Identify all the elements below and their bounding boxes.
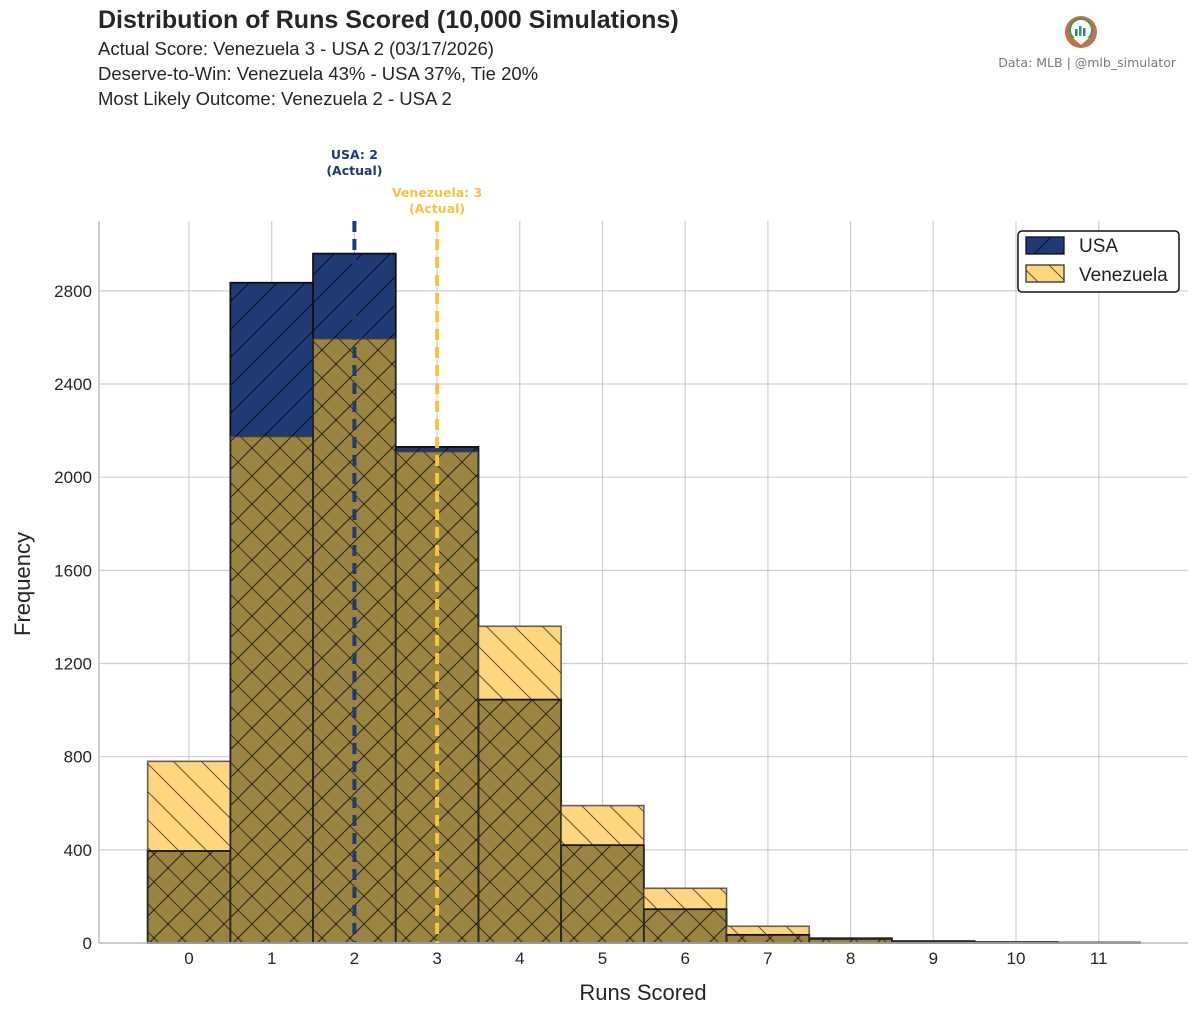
x-tick-label: 7 [763,949,772,968]
y-tick-label: 400 [64,841,92,860]
x-axis-label: Runs Scored [579,980,706,1005]
y-tick-label: 1200 [54,655,92,674]
bar-venezuela-hatch [891,941,975,943]
data-credit: Data: MLB | @mlb_simulator [998,55,1176,70]
x-tick-label: 3 [432,949,441,968]
x-tick-label: 11 [1090,949,1108,968]
legend-venezuela-swatch-hatch [1025,264,1065,283]
chart-title: Distribution of Runs Scored (10,000 Simu… [98,6,679,34]
x-tick-label: 4 [515,949,524,968]
y-tick-label: 2400 [54,375,92,394]
bar-venezuela-hatch [230,436,314,943]
x-tick-label: 1 [267,949,276,968]
x-tick-label: 5 [598,949,607,968]
y-tick-label: 0 [83,934,92,953]
y-axis-label: Frequency [10,532,35,636]
x-tick-label: 0 [184,949,193,968]
legend-venezuela-label: Venezuela [1079,265,1168,286]
actual-venezuela-label-sub: (Actual) [409,201,465,216]
bar-venezuela-hatch [643,888,727,943]
bar-venezuela-hatch [147,761,231,943]
legend-usa-label: USA [1079,236,1118,257]
actual-score-line: Actual Score: Venezuela 3 - USA 2 (03/17… [98,38,494,59]
actual-usa-label-sub: (Actual) [326,163,382,178]
bar-venezuela-hatch [561,805,644,943]
most-likely-outcome-line: Most Likely Outcome: Venezuela 2 - USA 2 [98,88,452,109]
y-tick-label: 800 [64,748,92,767]
x-tick-label: 10 [1007,949,1026,968]
legend: USA Venezuela [1017,230,1180,293]
bar-venezuela-hatch [478,626,562,943]
actual-usa-label: USA: 2 [331,147,378,162]
x-tick-label: 6 [680,949,689,968]
y-tick-label: 1600 [54,561,92,580]
legend-usa-swatch-hatch [1025,236,1065,255]
x-tick-label: 2 [350,949,359,968]
x-tick-label: 8 [846,949,855,968]
simulator-logo-icon [1065,16,1097,48]
y-tick-label: 2800 [54,282,92,301]
bar-venezuela-hatch [809,937,892,943]
y-tick-label: 2000 [54,468,92,487]
actual-venezuela-label: Venezuela: 3 [392,185,482,200]
deserve-to-win-line: Deserve-to-Win: Venezuela 43% - USA 37%,… [98,63,539,84]
x-tick-label: 9 [929,949,938,968]
